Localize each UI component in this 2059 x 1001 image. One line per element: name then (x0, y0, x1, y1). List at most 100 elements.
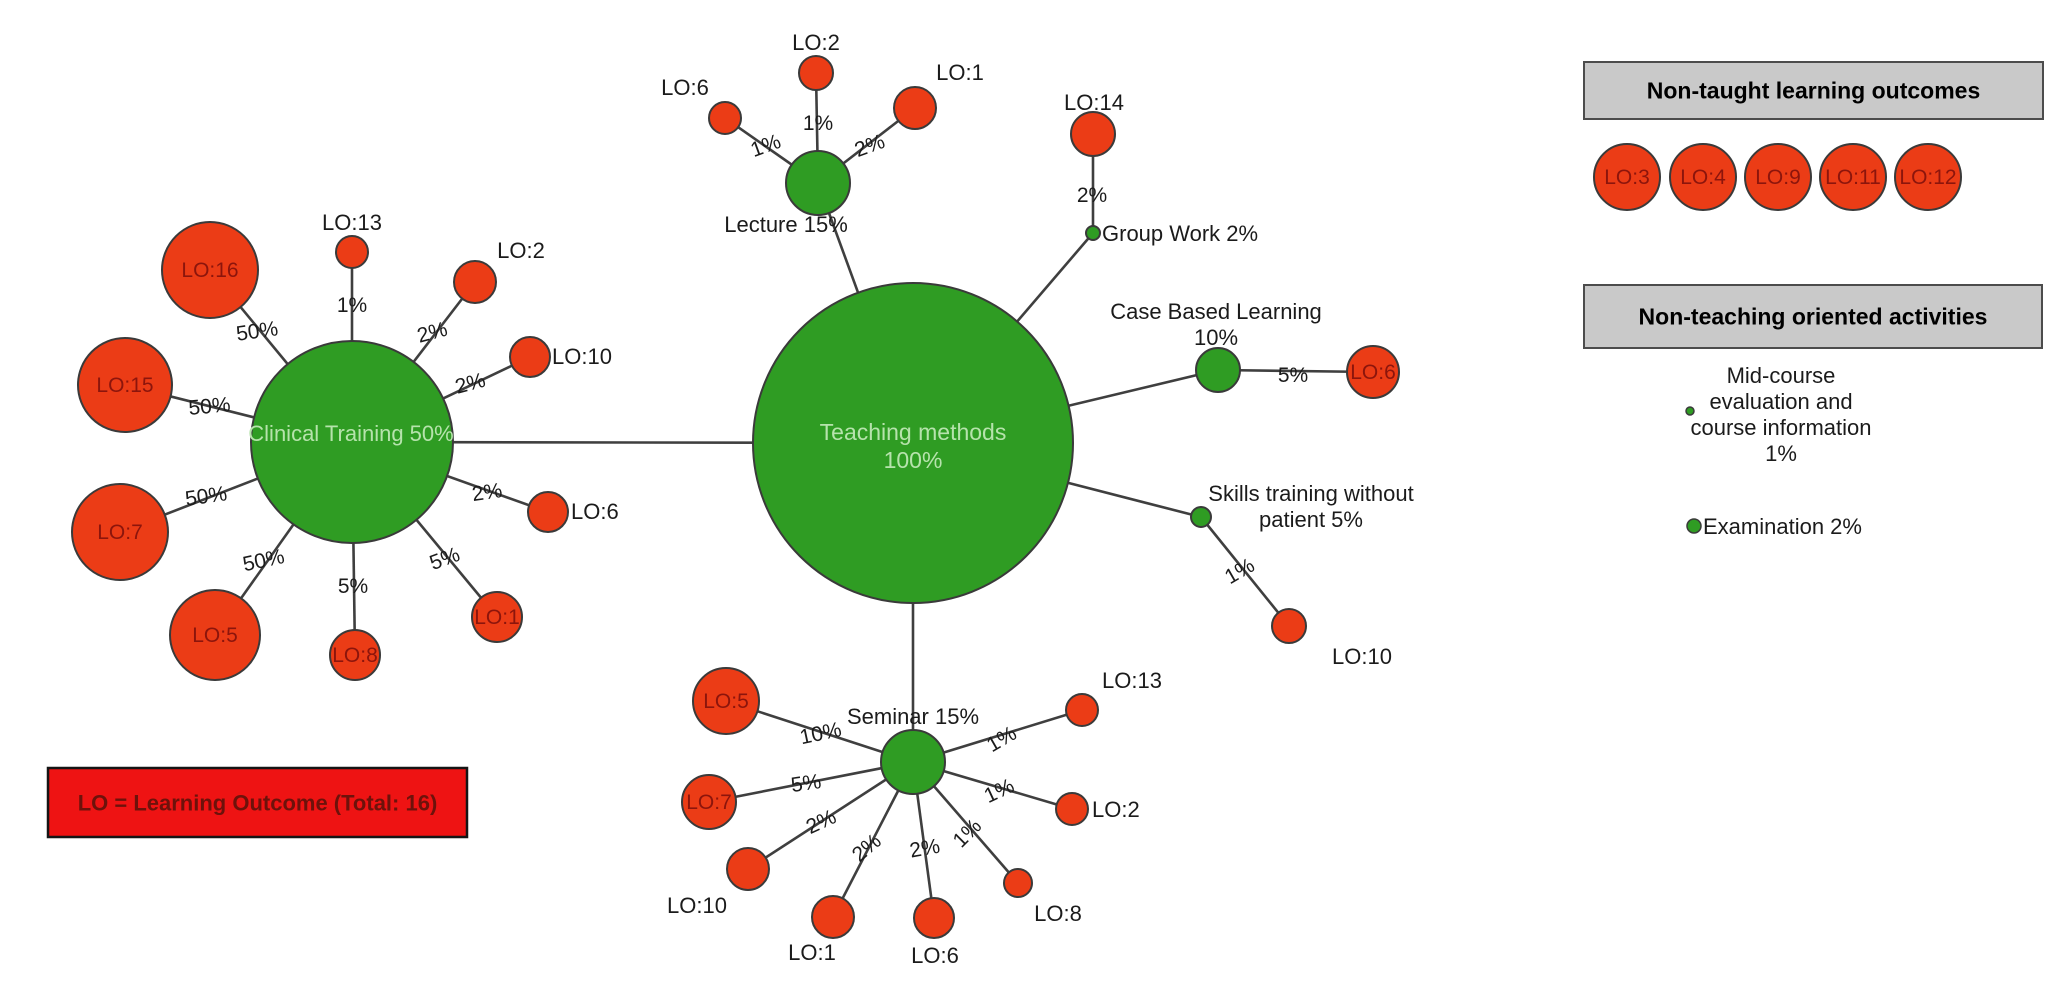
node-gw-lo14-circle (1070, 111, 1116, 157)
label-sk-lo10-line-0: LO:10 (1332, 644, 1392, 669)
label-skills-line-1: patient 5% (1259, 507, 1363, 532)
node-ct-lo10-circle (509, 336, 551, 378)
non_teaching-header-box (1583, 284, 2043, 349)
node-groupwork-circle (1085, 225, 1101, 241)
label-teaching: Teaching methods 100% (820, 419, 1007, 473)
node-sem-lo6-circle (913, 897, 955, 939)
node-sem-lo5-circle (692, 667, 760, 735)
edge-label-clinical-ct-lo13: 1% (337, 294, 367, 317)
label-ct-lo1-line-0: LO:1 (474, 606, 520, 629)
activity-label-0-line-1: evaluation and (1709, 389, 1852, 414)
label-ct-lo15-line-0: LO:15 (96, 374, 153, 397)
activity-label-0-line-2: course information (1691, 415, 1872, 440)
label-sem-lo10: LO:10 (667, 893, 727, 918)
edge-seminar-sem-lo7 (708, 760, 914, 804)
legend-box (46, 766, 469, 839)
node-lec-lo2-circle (798, 55, 834, 91)
non-taught-circle-label-4: LO:12 (1899, 166, 1956, 189)
label-sem-lo13-line-0: LO:13 (1102, 668, 1162, 693)
activity-dot-0 (1685, 406, 1695, 416)
label-clinical-line-0: Clinical Training 50% (248, 421, 453, 446)
node-seminar-circle (880, 729, 946, 795)
label-groupwork: Group Work 2% (1102, 221, 1258, 246)
activity-label-1-line-0: Examination 2% (1703, 514, 1862, 539)
non_teaching-header-title: Non-teaching oriented activities (1639, 304, 1988, 330)
node-sem-lo1-circle (811, 895, 855, 939)
label-seminar: Seminar 15% (847, 704, 979, 729)
label-ct-lo8-line-0: LO:8 (332, 644, 378, 667)
node-sk-lo10-circle (1271, 608, 1307, 644)
label-clinical: Clinical Training 50% (248, 421, 453, 446)
label-sem-lo1-line-0: LO:1 (788, 940, 836, 965)
legend-label: LO = Learning Outcome (Total: 16) (78, 791, 438, 816)
label-teaching-line-0: Teaching methods (820, 419, 1007, 445)
non-taught-circle-3 (1819, 143, 1887, 211)
label-sem-lo7: LO:7 (686, 791, 732, 814)
node-lecture-circle (785, 150, 851, 216)
label-sem-lo2: LO:2 (1092, 797, 1140, 822)
label-sem-lo6: LO:6 (911, 943, 959, 968)
node-sem-lo10-circle (726, 847, 770, 891)
label-skills-line-0: Skills training without (1208, 481, 1413, 506)
label-ct-lo7-line-0: LO:7 (97, 521, 143, 544)
node-ct-lo8-circle (329, 629, 381, 681)
node-sem-lo8-circle (1003, 868, 1033, 898)
label-sem-lo1: LO:1 (788, 940, 836, 965)
non-taught-circle-2 (1744, 143, 1812, 211)
node-sem-lo7-circle (681, 774, 737, 830)
label-cb-lo6: LO:6 (1350, 361, 1396, 384)
edge-label-clinical-ct-lo8: 5% (338, 575, 368, 598)
label-ct-lo5-line-0: LO:5 (192, 624, 238, 647)
non-taught-circle-label-2: LO:9 (1755, 166, 1801, 189)
label-casebased: Case Based Learning 10% (1110, 299, 1322, 350)
label-ct-lo7: LO:7 (97, 521, 143, 544)
label-ct-lo2-line-0: LO:2 (497, 238, 545, 263)
nodes (71, 55, 1400, 939)
label-sem-lo10-line-0: LO:10 (667, 893, 727, 918)
label-lecture: Lecture 15% (724, 212, 848, 237)
label-sem-lo13: LO:13 (1102, 668, 1162, 693)
node-ct-lo5-circle (169, 589, 261, 681)
non-taught-circle-1 (1669, 143, 1737, 211)
activity-label-1: Examination 2% (1703, 514, 1862, 539)
edge-label-casebased-cb-lo6: 5% (1278, 364, 1308, 387)
node-sem-lo2-circle (1055, 792, 1089, 826)
edge-skills-sk-lo10 (1199, 516, 1291, 627)
label-sk-lo10: LO:10 (1332, 644, 1392, 669)
node-ct-lo2-circle (453, 260, 497, 304)
label-gw-lo14: LO:14 (1064, 90, 1124, 115)
label-ct-lo15: LO:15 (96, 374, 153, 397)
label-ct-lo8: LO:8 (332, 644, 378, 667)
non_taught-header-title: Non-taught learning outcomes (1647, 78, 1981, 104)
label-ct-lo1: LO:1 (474, 606, 520, 629)
label-sem-lo8-line-0: LO:8 (1034, 901, 1082, 926)
node-clinical-circle (250, 340, 454, 544)
node-cb-lo6-circle (1346, 345, 1400, 399)
node-ct-lo1-circle (471, 591, 523, 643)
edge-label-clinical-ct-lo15: 50% (187, 393, 231, 420)
label-lec-lo2-line-0: LO:2 (792, 30, 840, 55)
label-lec-lo2: LO:2 (792, 30, 840, 55)
node-ct-lo15-circle (77, 337, 173, 433)
node-skills-circle (1190, 506, 1212, 528)
activity-label-0: Mid-course evaluation and course informati… (1691, 363, 1872, 466)
label-ct-lo5: LO:5 (192, 624, 238, 647)
edge-label-groupwork-gw-lo14: 2% (1077, 184, 1107, 207)
node-labels: Teaching methods 100% Clinical Training 50… (96, 30, 1413, 968)
label-lecture-line-0: Lecture 15% (724, 212, 848, 237)
label-ct-lo10: LO:10 (552, 344, 612, 369)
label-ct-lo6: LO:6 (571, 499, 619, 524)
label-ct-lo10-line-0: LO:10 (552, 344, 612, 369)
label-gw-lo14-line-0: LO:14 (1064, 90, 1124, 115)
non-taught-circle-4 (1894, 143, 1962, 211)
node-lec-lo6-circle (708, 101, 742, 135)
node-lec-lo1-circle (893, 86, 937, 130)
label-lec-lo1-line-0: LO:1 (936, 60, 984, 85)
non_taught-header-box (1583, 61, 2044, 120)
label-lec-lo6: LO:6 (661, 75, 709, 100)
label-skills: Skills training without patient 5% (1208, 481, 1413, 532)
activity-label-0-line-0: Mid-course (1727, 363, 1836, 388)
node-teaching-circle (752, 282, 1074, 604)
label-teaching-line-1: 100% (884, 447, 943, 473)
